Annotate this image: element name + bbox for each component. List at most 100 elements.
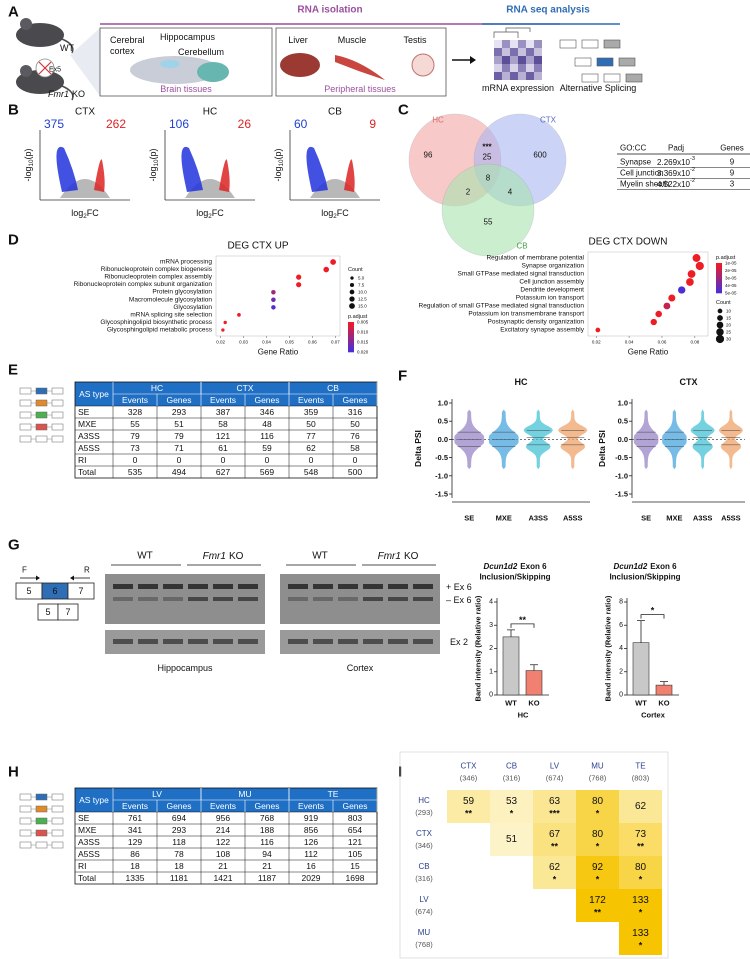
table-cell: 0 bbox=[353, 455, 358, 465]
colorbar bbox=[716, 269, 722, 272]
x-tick-label: SE bbox=[641, 514, 651, 523]
cell-significance: ** bbox=[551, 842, 559, 852]
exon bbox=[51, 399, 64, 407]
label: 3 bbox=[730, 180, 735, 189]
table-cell: 1421 bbox=[214, 873, 233, 883]
table-cell: 61 bbox=[218, 443, 228, 453]
y-tick-label: 8 bbox=[619, 599, 623, 606]
table-cell: 76 bbox=[350, 431, 360, 441]
table-cell: 328 bbox=[128, 407, 142, 417]
cell-value: 92 bbox=[592, 862, 604, 873]
exon bbox=[19, 435, 32, 443]
legend-label: 1e-05 bbox=[725, 261, 737, 266]
column-count: (803) bbox=[632, 774, 650, 783]
table-cell: 654 bbox=[348, 825, 362, 835]
up-points bbox=[219, 159, 230, 192]
table-cell: RI bbox=[78, 861, 87, 871]
legend-label: 0.015 bbox=[357, 340, 369, 345]
colorbar bbox=[716, 289, 722, 292]
region-count: 4 bbox=[508, 188, 513, 197]
dendrogram bbox=[493, 27, 531, 38]
matrix-cell bbox=[576, 856, 619, 889]
heatmap-cell bbox=[510, 40, 518, 48]
x-axis-label: Gene Ratio bbox=[628, 348, 669, 357]
colorbar bbox=[348, 338, 354, 341]
heatmap-cell bbox=[494, 56, 502, 64]
table-cell: 956 bbox=[216, 813, 230, 823]
label: 5 bbox=[45, 607, 50, 617]
exon bbox=[35, 841, 48, 849]
cell-value: 172 bbox=[589, 895, 606, 906]
cell-value: 51 bbox=[506, 834, 518, 845]
colorbar bbox=[716, 279, 722, 282]
exon bbox=[51, 793, 64, 801]
label-part: -log bbox=[148, 167, 158, 182]
gel-band bbox=[363, 584, 383, 589]
y-tick-label: 1.0 bbox=[618, 399, 628, 408]
legend-size bbox=[349, 303, 355, 309]
term-label: Synapse organization bbox=[521, 263, 584, 270]
header-cell: Events bbox=[122, 801, 148, 811]
label-part: 2.269x10 bbox=[657, 158, 690, 167]
exon bbox=[35, 793, 48, 801]
heatmap-cell bbox=[502, 72, 510, 80]
gel-band bbox=[413, 597, 433, 601]
gel-band bbox=[413, 639, 433, 644]
region-count: 55 bbox=[484, 218, 493, 227]
venn-set bbox=[441, 163, 535, 257]
label-part: 4.522x10 bbox=[657, 180, 690, 189]
bar bbox=[655, 684, 673, 696]
table-cell: 79 bbox=[130, 431, 140, 441]
error-bar bbox=[637, 620, 645, 643]
row-label: LV bbox=[419, 895, 429, 904]
legend-label: 10.0 bbox=[358, 290, 367, 295]
x-tick-label: MXE bbox=[666, 514, 682, 523]
label: 5 bbox=[26, 586, 31, 596]
x-tick-label: A5SS bbox=[563, 514, 583, 523]
x-tick-label: 0.06 bbox=[308, 340, 317, 345]
x-tick-label: 0.04 bbox=[625, 340, 634, 345]
colorbar bbox=[716, 267, 722, 270]
table-cell: 129 bbox=[128, 837, 142, 847]
table-cell: 18 bbox=[130, 861, 140, 871]
exon bbox=[51, 817, 64, 825]
colorbar bbox=[716, 271, 722, 274]
colorbar bbox=[348, 336, 354, 339]
colorbar bbox=[348, 332, 354, 335]
label-part: (p) bbox=[23, 148, 33, 159]
gel-band bbox=[313, 597, 333, 601]
gel-band bbox=[288, 639, 308, 644]
header-cell: Genes bbox=[166, 395, 191, 405]
mouse-ear bbox=[20, 18, 32, 30]
term-label: Postsynaptic density organization bbox=[488, 319, 585, 326]
heatmap-cell bbox=[534, 56, 542, 64]
gel-band bbox=[288, 597, 308, 601]
exon bbox=[19, 793, 32, 801]
cell-significance: * bbox=[553, 875, 557, 885]
header-cell: CB bbox=[327, 383, 339, 393]
label: 7 bbox=[78, 586, 83, 596]
y-axis-label: Delta PSI bbox=[597, 430, 607, 467]
gel-band bbox=[188, 639, 208, 644]
table-cell: 94 bbox=[262, 849, 272, 859]
ko-cross bbox=[38, 61, 52, 75]
label-part: -log bbox=[23, 167, 33, 182]
y-tick-label: 3 bbox=[489, 622, 493, 629]
dot bbox=[695, 261, 704, 271]
y-tick-label: -0.5 bbox=[435, 453, 448, 462]
term-label: Glycosphingolipid biosynthetic process bbox=[100, 319, 212, 326]
label-part: FC bbox=[87, 208, 99, 218]
up-count: 262 bbox=[106, 117, 126, 131]
y-tick-label: -1.5 bbox=[615, 490, 628, 499]
colorbar bbox=[348, 322, 354, 325]
label-part: Dcun1d2 bbox=[483, 562, 517, 571]
legend-label: 12.5 bbox=[358, 297, 367, 302]
term-label: Macromolecule glycosylation bbox=[129, 296, 212, 303]
x-tick-label: 0.02 bbox=[592, 340, 601, 345]
y-tick-label: 0.5 bbox=[438, 417, 448, 426]
label: Synapse bbox=[620, 158, 652, 167]
table-cell: 86 bbox=[130, 849, 140, 859]
legend-label: 0.005 bbox=[357, 320, 369, 325]
